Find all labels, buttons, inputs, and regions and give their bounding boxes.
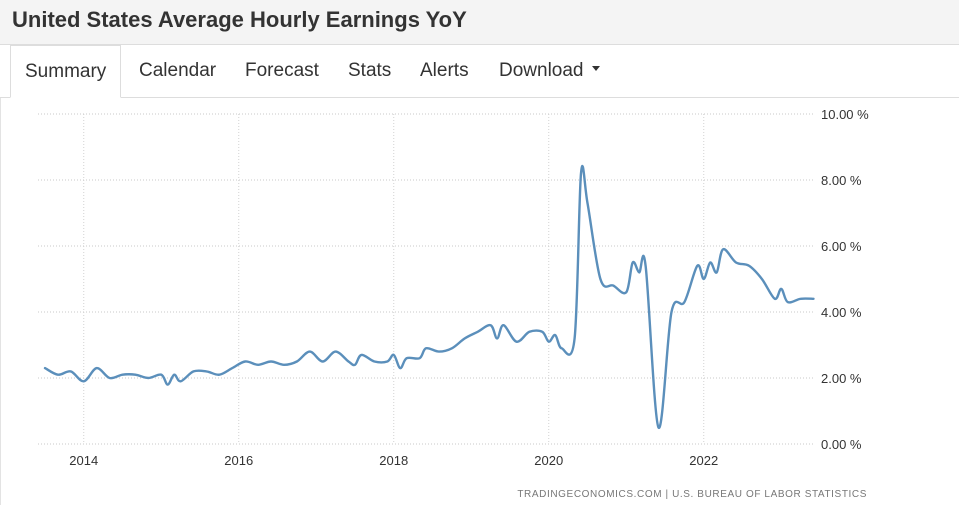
- y-tick-label: 0.00 %: [821, 437, 862, 452]
- tab-bar: Summary Calendar Forecast Stats Alerts D…: [0, 45, 959, 98]
- title-bar: United States Average Hourly Earnings Yo…: [0, 0, 959, 45]
- page-title: United States Average Hourly Earnings Yo…: [12, 7, 467, 32]
- y-axis-ticks: 0.00 % 2.00 % 4.00 % 6.00 % 8.00 % 10.00 %: [821, 107, 869, 452]
- earnings-line-chart: 0.00 % 2.00 % 4.00 % 6.00 % 8.00 % 10.00 % 20…: [38, 107, 869, 468]
- x-axis-ticks: 2014 2016 2018 2020 2022: [69, 453, 718, 468]
- tab-calendar-label: Calendar: [139, 60, 217, 81]
- tab-stats[interactable]: Stats: [334, 45, 405, 98]
- tab-forecast[interactable]: Forecast: [231, 45, 333, 98]
- x-tick-label: 2014: [69, 453, 98, 468]
- source-credit: TRADINGECONOMICS.COM | U.S. BUREAU OF LA…: [517, 489, 867, 500]
- tab-alerts[interactable]: Alerts: [406, 45, 483, 98]
- tab-calendar[interactable]: Calendar: [125, 45, 230, 98]
- tab-forecast-label: Forecast: [245, 60, 319, 81]
- caret-down-icon: [591, 66, 600, 72]
- y-tick-label: 2.00 %: [821, 371, 862, 386]
- tab-summary[interactable]: Summary: [10, 45, 121, 98]
- tab-stats-label: Stats: [348, 60, 392, 81]
- panel-left-border: [0, 98, 9, 505]
- y-tick-label: 4.00 %: [821, 305, 862, 320]
- x-tick-label: 2022: [689, 453, 718, 468]
- tab-alerts-label: Alerts: [420, 60, 469, 81]
- y-tick-label: 6.00 %: [821, 239, 862, 254]
- x-tick-label: 2018: [379, 453, 408, 468]
- y-tick-label: 10.00 %: [821, 107, 869, 122]
- tab-summary-label: Summary: [25, 61, 107, 82]
- x-tick-label: 2020: [534, 453, 563, 468]
- x-tick-label: 2016: [224, 453, 253, 468]
- y-tick-label: 8.00 %: [821, 173, 862, 188]
- tab-download-label: Download: [499, 60, 584, 81]
- series-line: [43, 164, 815, 429]
- tab-divider: [0, 97, 959, 98]
- chart-grid: [38, 113, 813, 445]
- tab-download[interactable]: Download: [485, 45, 614, 98]
- chart-series: [43, 164, 815, 429]
